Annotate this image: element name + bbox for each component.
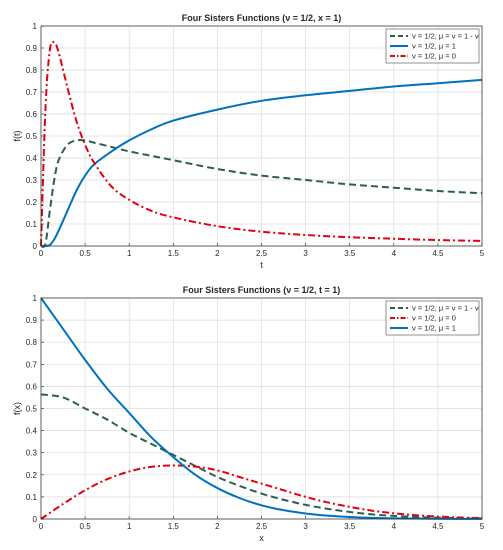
x-tick-label: 4.5 <box>432 249 444 258</box>
x-tick-label: 0 <box>39 249 44 258</box>
y-tick-label: 0.4 <box>26 427 38 436</box>
chart-panel-1: 0 0.5 1 1.5 2 2.5 3 3.5 4 4.5 5 0 0.1 0.2 0.3 0.4 0.5 0.6… <box>12 13 485 270</box>
y-tick-label: 0.9 <box>26 316 38 325</box>
legend-label: ν = 1/2, μ = ν = 1 - ν <box>412 32 479 41</box>
x-axis-label: x <box>259 533 264 543</box>
x-tick-label: 3.5 <box>344 249 356 258</box>
series-line-3 <box>40 297 483 520</box>
x-tick-label: 4 <box>392 522 397 531</box>
chart-title: Four Sisters Functions (ν = 1/2, t = 1) <box>183 285 341 295</box>
x-tick-label: 4 <box>392 249 397 258</box>
y-axis-label: f(x) <box>12 402 22 415</box>
y-tick-label: 0.2 <box>26 198 38 207</box>
y-tick-label: 0.8 <box>26 338 38 347</box>
y-tick-label: 0.9 <box>26 44 38 53</box>
y-tick-label: 0.6 <box>26 382 38 391</box>
y-tick-label: 0.3 <box>26 176 38 185</box>
series-line-2 <box>40 464 483 520</box>
y-axis-label: f(t) <box>12 131 22 142</box>
series-line-2 <box>40 78 483 248</box>
y-tick-label: 0.7 <box>26 88 38 97</box>
y-tick-label: 0.7 <box>26 360 38 369</box>
x-tick-label: 1.5 <box>168 249 180 258</box>
x-tick-label: 0.5 <box>80 522 92 531</box>
x-tick-label: 1.5 <box>168 522 180 531</box>
y-tick-label: 0.4 <box>26 154 38 163</box>
axes-box <box>40 25 483 247</box>
y-tick-label: 0 <box>33 515 38 524</box>
legend-label: ν = 1/2, μ = ν = 1 - ν <box>412 304 479 313</box>
legend-label: ν = 1/2, μ = 0 <box>412 52 456 61</box>
y-tick-label: 0.2 <box>26 471 38 480</box>
x-tick-label: 0 <box>39 522 44 531</box>
y-tick-label: 0.1 <box>26 220 38 229</box>
legend: ν = 1/2, μ = ν = 1 - νν = 1/2, μ = 0ν = … <box>385 300 480 336</box>
x-tick-label: 1 <box>127 522 132 531</box>
x-tick-label: 5 <box>480 249 485 258</box>
axes-box <box>40 297 483 520</box>
series-line-1 <box>40 393 483 520</box>
series-line-1 <box>40 138 483 248</box>
y-tick-label: 0.3 <box>26 449 38 458</box>
legend: ν = 1/2, μ = ν = 1 - νν = 1/2, μ = 1ν = … <box>385 28 480 64</box>
series-line-3 <box>40 40 483 247</box>
legend-label: ν = 1/2, μ = 1 <box>412 324 456 333</box>
x-tick-label: 2 <box>215 249 220 258</box>
y-tick-label: 0.5 <box>26 405 38 414</box>
x-tick-label: 3 <box>303 249 308 258</box>
y-tick-label: 0.6 <box>26 110 38 119</box>
x-tick-label: 1 <box>127 249 132 258</box>
y-tick-label: 1 <box>33 22 38 31</box>
x-tick-label: 2.5 <box>256 522 268 531</box>
chart-title: Four Sisters Functions (ν = 1/2, x = 1) <box>182 13 342 23</box>
x-tick-label: 2.5 <box>256 249 268 258</box>
chart-panel-2: 0 0.5 1 1.5 2 2.5 3 3.5 4 4.5 5 0 0.1 0.2 0.3 0.4 0.5 0.6… <box>12 285 485 543</box>
x-tick-label: 3 <box>303 522 308 531</box>
y-tick-label: 0.8 <box>26 66 38 75</box>
x-tick-label: 2 <box>215 522 220 531</box>
x-axis-label: t <box>260 260 263 270</box>
y-tick-label: 0.5 <box>26 132 38 141</box>
y-tick-label: 0.1 <box>26 493 38 502</box>
legend-label: ν = 1/2, μ = 0 <box>412 314 456 323</box>
y-tick-label: 0 <box>33 242 38 251</box>
x-tick-label: 4.5 <box>432 522 444 531</box>
x-tick-label: 0.5 <box>80 249 92 258</box>
legend-label: ν = 1/2, μ = 1 <box>412 42 456 51</box>
y-tick-label: 1 <box>33 294 38 303</box>
x-tick-label: 3.5 <box>344 522 356 531</box>
x-tick-label: 5 <box>480 522 485 531</box>
